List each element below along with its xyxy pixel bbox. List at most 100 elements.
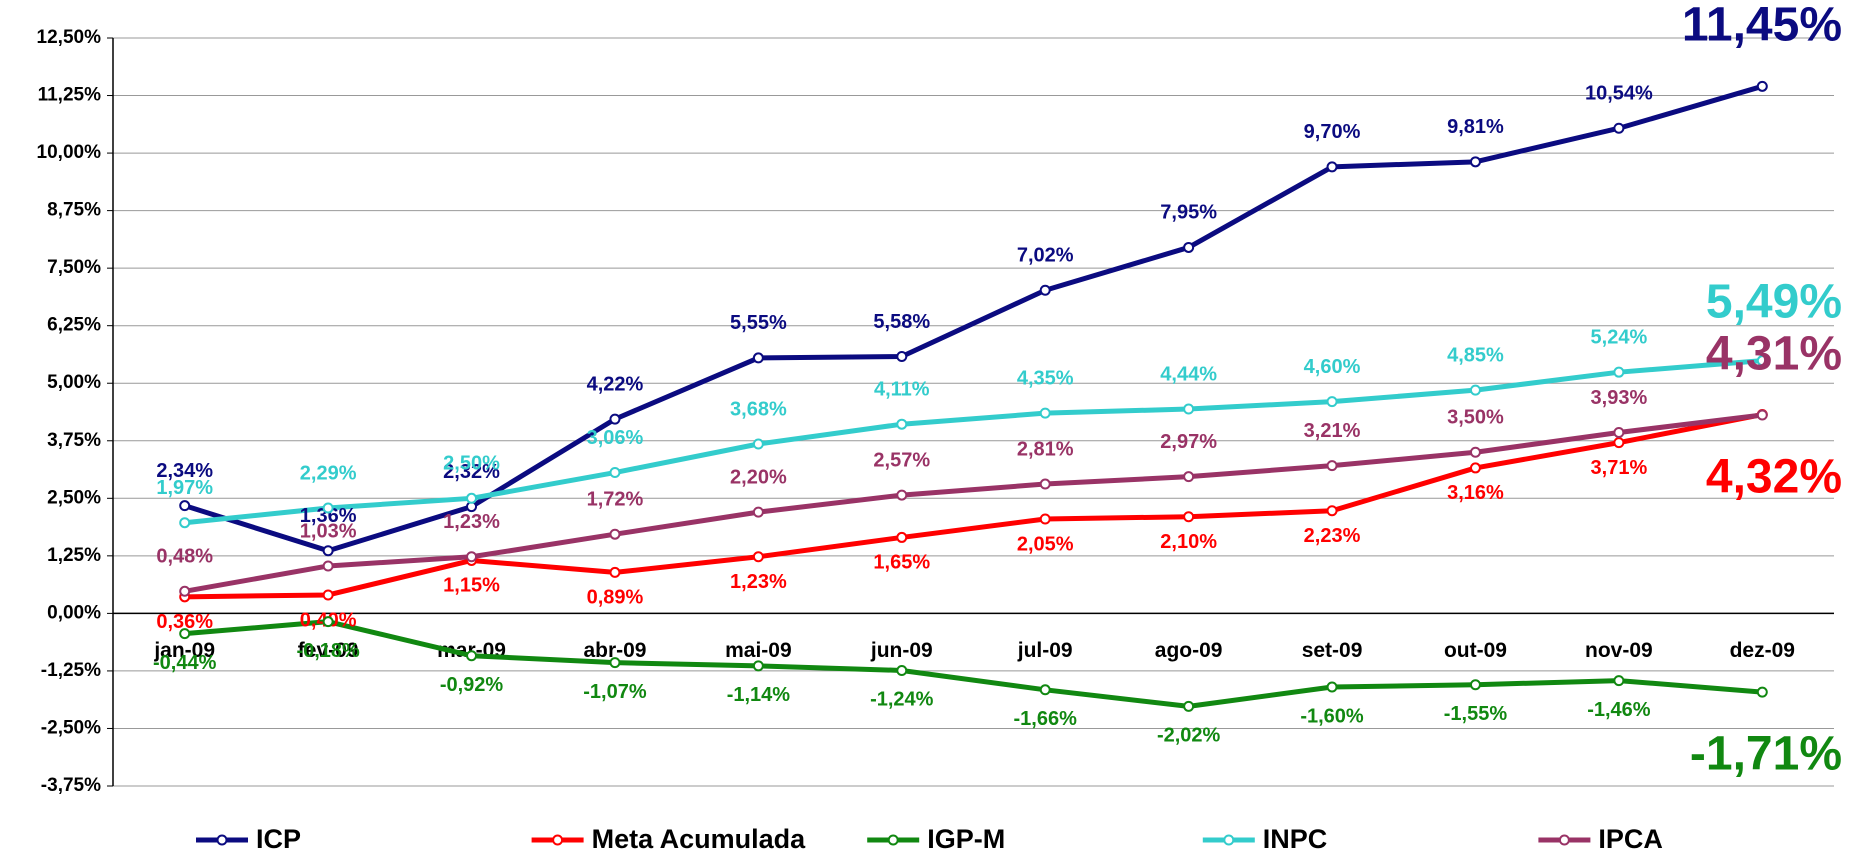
x-tick-label: nov-09 [1585,639,1653,662]
data-point [1469,462,1481,474]
data-point [1469,156,1481,168]
data-label: 2,20% [730,466,787,488]
x-tick-label: mai-09 [725,639,792,662]
data-label: -2,02% [1157,725,1221,747]
data-label: 3,16% [1447,482,1504,504]
legend-marker [1558,834,1570,846]
data-label: 1,72% [587,488,644,510]
data-point [1326,681,1338,693]
data-label: 2,29% [300,462,357,484]
legend-marker [552,834,564,846]
data-label: 1,36% [300,505,357,527]
data-label: 1,97% [156,477,213,499]
data-point [1039,407,1051,419]
data-point [1326,505,1338,517]
data-label: -0,18% [296,640,360,662]
data-point [1183,403,1195,415]
data-point [466,650,478,662]
data-point [1469,384,1481,396]
data-label: -1,55% [1444,703,1508,725]
legend-label: INPC [1263,824,1328,854]
data-point [609,657,621,669]
data-point [609,566,621,578]
data-point [179,517,191,529]
data-label: 2,10% [1160,531,1217,553]
data-point [1326,161,1338,173]
y-tick-label: 2,50% [47,487,101,508]
data-label: 5,24% [1591,326,1648,348]
data-label: 2,50% [443,453,500,475]
data-label: 0,36% [156,611,213,633]
data-point [179,585,191,597]
data-label: 1,23% [730,571,787,593]
series-line [184,619,1763,709]
data-label: 3,68% [730,398,787,420]
series-line [184,358,1763,526]
data-point [1613,426,1625,438]
data-point [752,506,764,518]
data-point [609,467,621,479]
data-label: -1,07% [583,681,647,703]
series-line [184,412,1763,594]
data-point [1756,80,1768,92]
y-tick-label: -2,50% [41,717,101,738]
data-point [1326,460,1338,472]
series-line [184,412,1763,600]
data-label: 3,93% [1591,387,1648,409]
data-point [1039,513,1051,525]
data-label: 3,71% [1591,457,1648,479]
x-tick-label: jan-09 [153,639,215,662]
data-label-final: 5,49% [1706,276,1842,329]
data-label: 0,89% [587,587,644,609]
data-point [1756,686,1768,698]
data-point [1469,679,1481,691]
data-point [466,492,478,504]
data-point [1326,396,1338,408]
x-tick-label: jul-09 [1017,639,1073,662]
data-point [179,500,191,512]
legend-marker [1223,834,1235,846]
data-point [466,551,478,563]
data-label: 2,32% [443,461,500,483]
data-label: 7,95% [1160,202,1217,224]
data-label: 4,22% [587,373,644,395]
legend-marker [887,834,899,846]
data-point [1613,437,1625,449]
legend-label: Meta Acumulada [592,824,807,854]
data-point [752,551,764,563]
data-label: -1,46% [1587,699,1651,721]
data-label: 2,05% [1017,533,1074,555]
data-point [609,413,621,425]
data-point [1183,511,1195,523]
x-tick-label: abr-09 [583,639,646,662]
data-label: 1,65% [873,552,930,574]
data-label: 4,44% [1160,363,1217,385]
data-label: 4,35% [1017,367,1074,389]
data-label: 2,97% [1160,431,1217,453]
data-label: -1,14% [727,684,791,706]
data-label: 4,11% [874,378,930,400]
x-tick-label: set-09 [1302,639,1363,662]
data-label: -0,44% [153,652,217,674]
data-point [1039,478,1051,490]
data-label: 2,23% [1304,525,1361,547]
y-tick-label: -3,75% [41,775,101,796]
x-tick-label: dez-09 [1730,639,1795,662]
data-label: 1,03% [300,520,357,542]
y-tick-label: 8,75% [47,200,101,221]
data-label: 10,54% [1585,83,1653,105]
data-point [322,589,334,601]
data-label: 9,70% [1304,121,1361,143]
data-point [1613,122,1625,134]
data-label: 1,23% [443,511,500,533]
data-point [322,502,334,514]
data-point [896,418,908,430]
data-label: 2,34% [156,460,213,482]
y-tick-label: 7,50% [47,257,101,278]
data-point [1613,675,1625,687]
data-label: -0,92% [440,674,504,696]
y-tick-label: 5,00% [47,372,101,393]
data-label: 9,81% [1447,116,1504,138]
data-label: -1,24% [870,689,934,711]
